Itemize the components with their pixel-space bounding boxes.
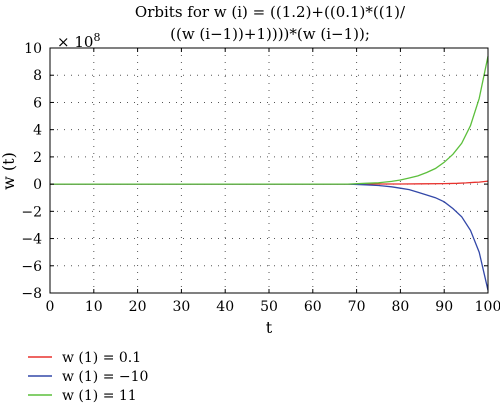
y-tick-label: 8 [33, 68, 42, 84]
y-scale-multiplier: × 10 [57, 33, 93, 51]
y-tick-label: 6 [33, 95, 42, 111]
x-tick-label: 40 [216, 299, 234, 315]
x-tick-label: 60 [304, 299, 322, 315]
x-tick-label: 80 [391, 299, 409, 315]
y-axis-label: w (t) [0, 152, 18, 190]
legend-label-1: w (1) = 0.1 [62, 350, 141, 366]
chart-title-line-1: Orbits for w (i) = ((1.2)+((0.1)*((1)/ [135, 3, 406, 21]
series-line-3 [50, 56, 489, 185]
x-tick-label: 10 [85, 299, 103, 315]
y-tick-label: −4 [21, 232, 42, 248]
x-tick-label: 70 [348, 299, 366, 315]
chart-title-line-2: ((w (i−1))+1))))*(w (i−1)); [170, 25, 370, 43]
y-tick-label: 0 [33, 177, 42, 193]
legend: w (1) = 0.1 w (1) = −10 w (1) = 11 [28, 350, 148, 404]
y-tick-label: 4 [33, 123, 42, 139]
legend-label-2: w (1) = −10 [62, 369, 148, 385]
x-tick-label: 30 [172, 299, 190, 315]
legend-label-3: w (1) = 11 [62, 388, 137, 404]
plot-frame [49, 47, 489, 294]
series-line-2 [50, 183, 489, 291]
series-lines [50, 56, 489, 291]
x-tick-label: 50 [260, 299, 278, 315]
y-tick-label: 2 [33, 150, 42, 166]
y-tick-label: −8 [21, 286, 42, 302]
y-scale-factor: × 108 [57, 31, 100, 51]
x-tick-label: 20 [129, 299, 147, 315]
axis-ticks: 0 10 20 30 40 50 60 70 80 90 100 −8 −6 −4 −2 0 2 4 6 8 10 [21, 41, 500, 315]
series-line-1 [50, 180, 489, 185]
x-tick-label: 90 [435, 299, 453, 315]
y-tick-label: −2 [21, 204, 42, 220]
x-tick-label: 0 [46, 299, 55, 315]
y-tick-label: −6 [21, 259, 42, 275]
x-axis-label: t [266, 318, 273, 337]
x-tick-label: 100 [475, 299, 500, 315]
y-tick-label: 10 [24, 41, 42, 57]
grid [50, 48, 488, 293]
y-scale-exponent: 8 [93, 31, 100, 44]
